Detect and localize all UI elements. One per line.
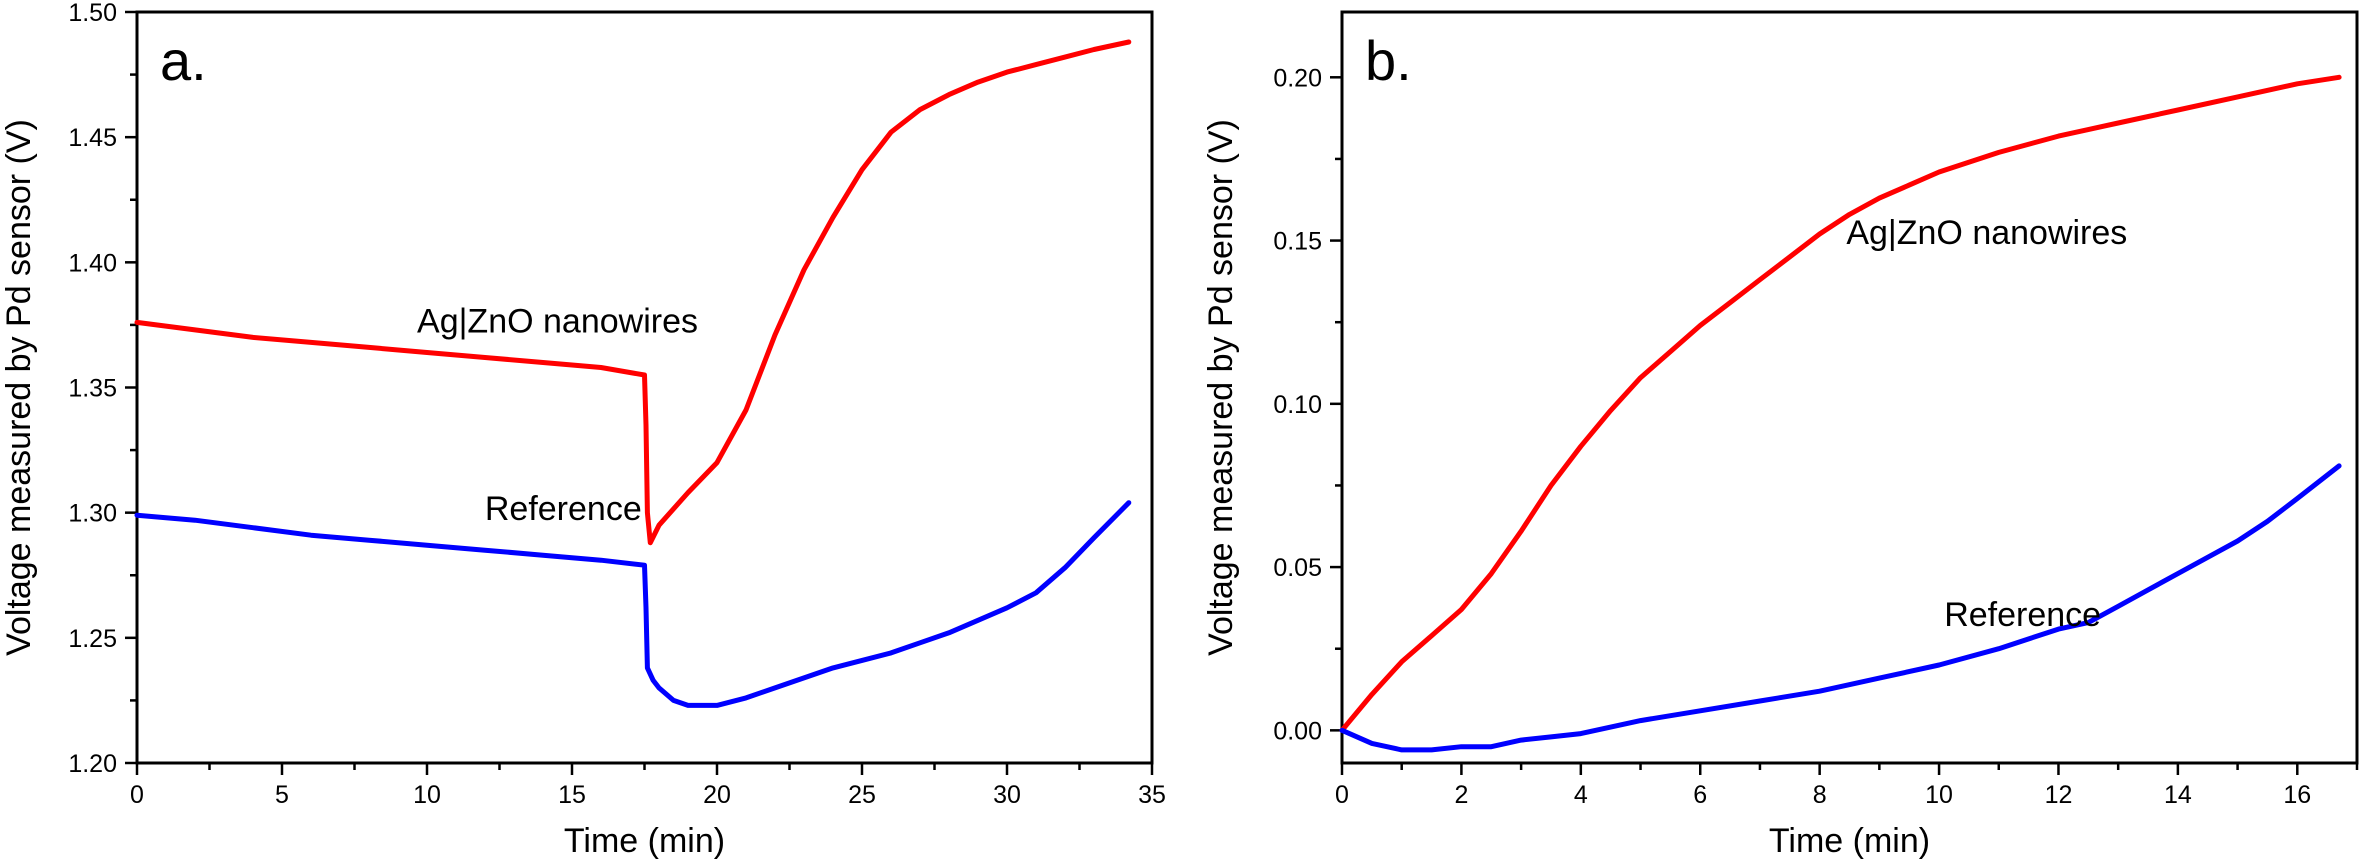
panel-a-y-tick-label: 1.40	[68, 249, 117, 277]
panel-b-plot-frame	[1340, 10, 2359, 765]
panel-a-y-tick-label: 1.35	[68, 375, 117, 403]
panel-a-x-tick-label: 35	[1138, 781, 1166, 809]
panel-b-y-tick-label: 0.10	[1273, 391, 1322, 419]
panel-b-y-tick-label: 0.15	[1273, 228, 1322, 256]
panel-a: 0 5 10 15 20 25 30 35 1.20 1.25 1.30 1.35 1.40 1.45 1.…	[0, 0, 1166, 860]
panel-b-y-tick-label: 0.20	[1273, 64, 1322, 92]
panel-b-x-tick-label: 10	[1925, 781, 1953, 809]
panel-a-y-tick-label: 1.30	[68, 500, 117, 528]
panel-b-x-axis-label: Time (min)	[1769, 822, 1930, 860]
panel-a-y-tick-label: 1.45	[68, 124, 117, 152]
panel-b-x-tick-label: 14	[2164, 781, 2192, 809]
panel-a-x-tick-label: 20	[703, 781, 731, 809]
panel-b-panel-letter: b.	[1365, 29, 1412, 92]
panel-a-x-tick-label: 5	[275, 781, 289, 809]
panel-a-x-axis-label: Time (min)	[564, 822, 725, 860]
panel-a-annotation-reference: Reference	[485, 490, 642, 528]
panel-a-y-tick-label: 1.20	[68, 750, 117, 778]
panel-b-y-tick-label: 0.00	[1273, 717, 1322, 745]
panel-a-panel-letter: a.	[160, 29, 207, 92]
panel-a-y-axis-label: Voltage measured by Pd sensor (V)	[0, 119, 38, 656]
panel-b-y-axis-label: Voltage measured by Pd sensor (V)	[1202, 119, 1240, 656]
panel-a-y-tick-label: 1.50	[68, 0, 117, 27]
panel-a-x-tick-label: 30	[993, 781, 1021, 809]
panel-a-x-tick-label: 0	[130, 781, 144, 809]
panel-a-series-ag-zno-line	[134, 39, 1132, 546]
panel-b-series-reference-line	[1339, 463, 2342, 753]
panel-b: 0 2 4 6 8 10 12 14 16 0.00 0.05 0.10 0.15 0.20 Time (m…	[1202, 10, 2359, 860]
panel-b-annotation-reference: Reference	[1944, 596, 2101, 634]
panel-a-x-tick-label: 25	[848, 781, 876, 809]
panel-b-x-tick-label: 8	[1813, 781, 1827, 809]
panel-b-x-tick-label: 0	[1335, 781, 1349, 809]
panel-b-x-tick-label: 4	[1574, 781, 1588, 809]
panel-a-y-tick-label: 1.25	[68, 625, 117, 653]
panel-b-x-tick-label: 6	[1693, 781, 1707, 809]
panel-b-x-tick-label: 12	[2045, 781, 2073, 809]
panel-a-x-tick-label: 15	[558, 781, 586, 809]
panel-a-x-tick-label: 10	[413, 781, 441, 809]
panel-b-x-tick-label: 16	[2283, 781, 2311, 809]
panel-a-annotation-ag-zno: Ag|ZnO nanowires	[417, 302, 698, 340]
panel-b-series-ag-zno-line	[1339, 74, 2342, 733]
panel-b-x-tick-label: 2	[1454, 781, 1468, 809]
panel-b-y-tick-label: 0.05	[1273, 554, 1322, 582]
panel-b-annotation-ag-zno: Ag|ZnO nanowires	[1846, 214, 2127, 252]
panel-a-series-reference-line	[134, 500, 1132, 708]
